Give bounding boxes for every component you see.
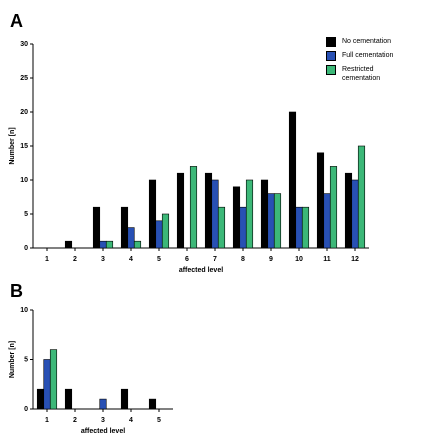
bar — [301, 206, 310, 249]
bar — [64, 388, 73, 410]
x-tick-label: 4 — [129, 417, 133, 424]
y-axis-label: Number [n] — [9, 127, 16, 164]
y-tick-label: 30 — [20, 41, 28, 48]
bar — [232, 186, 241, 249]
bar — [295, 206, 303, 249]
bar — [49, 349, 58, 410]
bar — [323, 193, 331, 249]
bar — [120, 206, 129, 249]
bar — [288, 111, 297, 249]
x-tick-label: 2 — [73, 417, 77, 424]
legend-item: No cementation — [326, 37, 404, 47]
bar — [120, 388, 129, 410]
bar — [99, 240, 107, 249]
legend-label: Full cementation — [342, 52, 394, 59]
bar — [92, 206, 101, 249]
y-tick-label: 5 — [24, 356, 28, 363]
x-tick-label: 8 — [241, 256, 245, 263]
y-axis-label: Number [n] — [9, 341, 16, 378]
bar — [217, 206, 226, 249]
panel-label: B — [10, 281, 23, 301]
bar — [155, 220, 163, 249]
bar — [64, 240, 73, 249]
bar — [344, 172, 353, 249]
bar — [148, 398, 157, 410]
x-axis-label: affected level — [81, 428, 125, 435]
x-tick-label: 1 — [45, 256, 49, 263]
legend-label: No cementation — [342, 38, 392, 45]
bar — [148, 179, 157, 249]
bar — [105, 240, 114, 249]
x-axis-label: affected level — [179, 267, 223, 274]
x-tick-label: 4 — [129, 256, 133, 263]
bar — [127, 227, 135, 249]
x-tick-label: 5 — [157, 417, 161, 424]
x-tick-label: 5 — [157, 256, 161, 263]
bar — [260, 179, 269, 249]
y-tick-label: 15 — [20, 143, 28, 150]
bar — [273, 193, 282, 249]
legend-item: Restricted cementation — [326, 65, 404, 83]
bar — [36, 388, 45, 410]
bar — [99, 398, 107, 410]
bar — [133, 240, 142, 249]
y-tick-label: 0 — [24, 406, 28, 413]
x-tick-label: 3 — [101, 417, 105, 424]
bar — [161, 213, 170, 249]
bar — [316, 152, 325, 249]
y-tick-label: 20 — [20, 109, 28, 116]
legend-swatch — [326, 37, 336, 47]
bar — [267, 193, 275, 249]
panel-label: A — [10, 11, 23, 31]
x-tick-label: 10 — [295, 256, 303, 263]
x-tick-label: 11 — [323, 256, 331, 263]
y-tick-label: 25 — [20, 75, 28, 82]
y-tick-label: 5 — [24, 211, 28, 218]
bar — [43, 359, 51, 410]
legend-label: Restricted cementation — [342, 66, 381, 82]
bar — [189, 166, 198, 249]
bar — [239, 206, 247, 249]
bar — [211, 179, 219, 249]
legend: No cementation Full cementation Restricted… — [326, 37, 404, 87]
x-tick-label: 9 — [269, 256, 273, 263]
legend-swatch — [326, 51, 336, 61]
x-tick-label: 12 — [351, 256, 359, 263]
x-tick-label: 7 — [213, 256, 217, 263]
x-tick-label: 3 — [101, 256, 105, 263]
bar — [329, 166, 338, 249]
y-tick-label: 10 — [20, 307, 28, 314]
bar — [204, 172, 213, 249]
legend-item: Full cementation — [326, 51, 404, 61]
bar — [357, 145, 366, 249]
legend-swatch — [326, 65, 336, 75]
bar — [176, 172, 185, 249]
x-tick-label: 2 — [73, 256, 77, 263]
bar — [245, 179, 254, 249]
x-tick-label: 1 — [45, 417, 49, 424]
bar — [351, 179, 359, 249]
y-tick-label: 0 — [24, 245, 28, 252]
x-tick-label: 6 — [185, 256, 189, 263]
y-tick-label: 10 — [20, 177, 28, 184]
